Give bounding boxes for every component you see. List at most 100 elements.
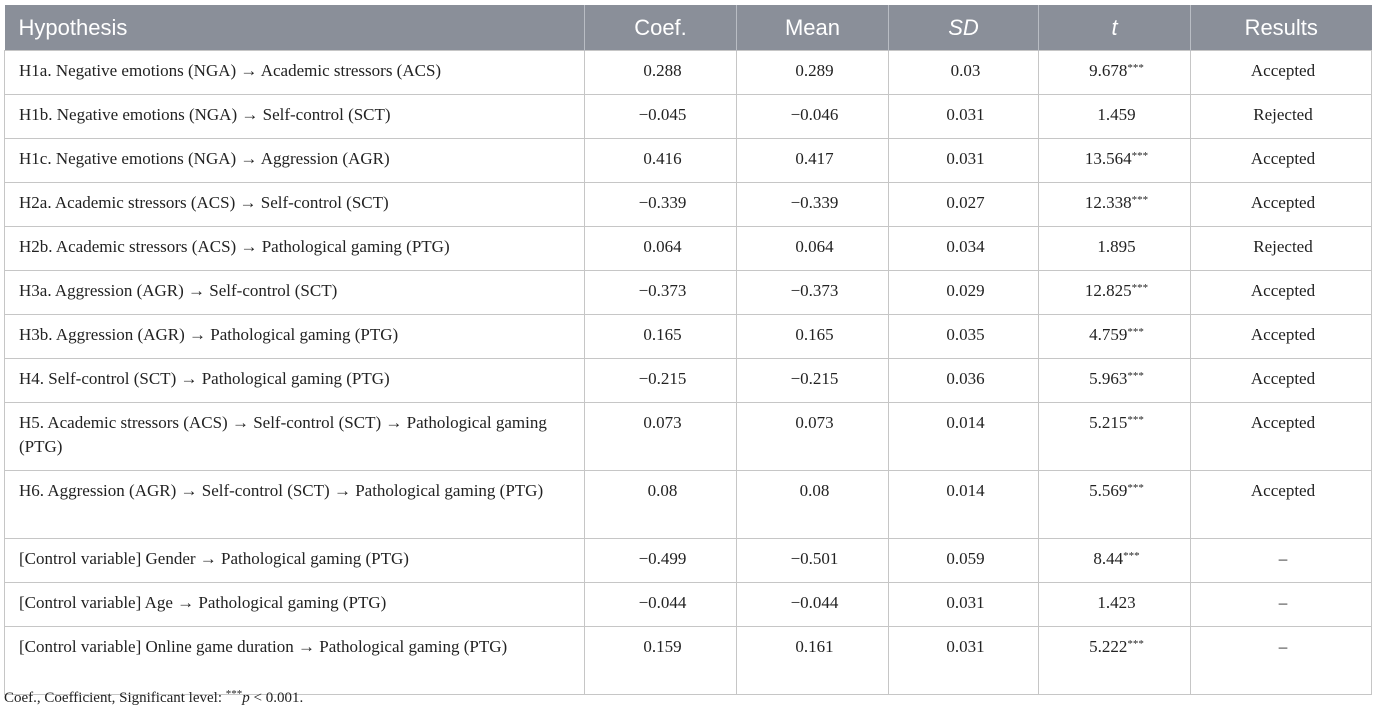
cell-mean: 0.073 (736, 402, 889, 471)
cell-hypothesis: H2a. Academic stressors (ACS) → Self-con… (4, 182, 585, 227)
cell-hypothesis: H1a. Negative emotions (NGA) → Academic … (4, 50, 585, 95)
significance-marker: *** (1131, 194, 1149, 206)
header-coef: Coef. (584, 5, 737, 51)
cell-sd: 0.031 (888, 94, 1039, 139)
cell-sd: 0.031 (888, 138, 1039, 183)
cell-sd: 0.014 (888, 402, 1039, 471)
cell-coef: −0.215 (584, 358, 737, 403)
cell-hypothesis: H1b. Negative emotions (NGA) → Self-cont… (4, 94, 585, 139)
cell-mean: 0.289 (736, 50, 889, 95)
cell-coef: 0.288 (584, 50, 737, 95)
cell-hypothesis: H6. Aggression (AGR) → Self-control (SCT… (4, 470, 585, 539)
cell-mean: 0.08 (736, 470, 889, 539)
cell-hypothesis: [Control variable] Age → Pathological ga… (4, 582, 585, 627)
footnote-prefix: Coef., Coefficient, Significant level: (4, 690, 226, 706)
cell-mean: −0.215 (736, 358, 889, 403)
significance-marker: *** (1131, 150, 1149, 162)
cell-mean: −0.339 (736, 182, 889, 227)
cell-hypothesis: [Control variable] Gender → Pathological… (4, 538, 585, 583)
footnote-stars: *** (225, 688, 243, 700)
cell-hypothesis: H3b. Aggression (AGR) → Pathological gam… (4, 314, 585, 359)
significance-marker: *** (1127, 638, 1144, 650)
cell-mean: −0.501 (736, 538, 889, 583)
cell-coef: 0.416 (584, 138, 737, 183)
cell-mean: 0.417 (736, 138, 889, 183)
cell-result: Accepted (1190, 50, 1372, 95)
cell-t: 5.215*** (1038, 402, 1191, 471)
cell-result: Rejected (1190, 226, 1372, 271)
cell-coef: −0.373 (584, 270, 737, 315)
cell-coef: −0.499 (584, 538, 737, 583)
cell-t: 13.564*** (1038, 138, 1191, 183)
header-t: t (1038, 5, 1191, 51)
cell-hypothesis: H2b. Academic stressors (ACS) → Patholog… (4, 226, 585, 271)
cell-t: 9.678*** (1038, 50, 1191, 95)
cell-hypothesis: [Control variable] Online game duration … (4, 626, 585, 695)
t-value: 1.423 (1097, 593, 1136, 612)
cell-hypothesis: H3a. Aggression (AGR) → Self-control (SC… (4, 270, 585, 315)
cell-coef: −0.044 (584, 582, 737, 627)
t-value: 1.895 (1097, 237, 1136, 256)
significance-marker: *** (1123, 550, 1140, 562)
cell-result: Rejected (1190, 94, 1372, 139)
cell-coef: −0.339 (584, 182, 737, 227)
cell-result: – (1190, 582, 1372, 627)
header-hypothesis: Hypothesis (4, 5, 585, 51)
significance-marker: *** (1127, 370, 1144, 382)
table-row: H1b. Negative emotions (NGA) → Self-cont… (4, 94, 1372, 139)
t-value: 8.44 (1093, 549, 1124, 568)
table-row: H2a. Academic stressors (ACS) → Self-con… (4, 182, 1372, 227)
table-row: H5. Academic stressors (ACS) → Self-cont… (4, 402, 1372, 471)
cell-coef: −0.045 (584, 94, 737, 139)
cell-coef: 0.165 (584, 314, 737, 359)
cell-sd: 0.031 (888, 582, 1039, 627)
table-row: [Control variable] Gender → Pathological… (4, 538, 1372, 583)
table-row: H4. Self-control (SCT) → Pathological ga… (4, 358, 1372, 403)
cell-t: 1.895 (1038, 226, 1191, 271)
table-row: H1c. Negative emotions (NGA) → Aggressio… (4, 138, 1372, 183)
significance-marker: *** (1127, 326, 1144, 338)
footnote-p: p (242, 690, 250, 706)
table-row: H3b. Aggression (AGR) → Pathological gam… (4, 314, 1372, 359)
table-row: H1a. Negative emotions (NGA) → Academic … (4, 50, 1372, 95)
table-row: [Control variable] Age → Pathological ga… (4, 582, 1372, 627)
cell-sd: 0.029 (888, 270, 1039, 315)
t-value: 5.215 (1089, 413, 1128, 432)
cell-sd: 0.014 (888, 470, 1039, 539)
header-sd: SD (888, 5, 1039, 51)
table-row: H2b. Academic stressors (ACS) → Patholog… (4, 226, 1372, 271)
header-row: Hypothesis Coef. Mean SD t Results (4, 5, 1372, 51)
cell-t: 5.569*** (1038, 470, 1191, 539)
t-value: 5.222 (1089, 637, 1128, 656)
table-body: H1a. Negative emotions (NGA) → Academic … (4, 50, 1372, 695)
t-value: 12.338 (1084, 193, 1132, 212)
t-value: 5.569 (1089, 481, 1128, 500)
cell-mean: 0.165 (736, 314, 889, 359)
cell-mean: 0.064 (736, 226, 889, 271)
cell-hypothesis: H4. Self-control (SCT) → Pathological ga… (4, 358, 585, 403)
t-value: 4.759 (1089, 325, 1128, 344)
cell-t: 1.423 (1038, 582, 1191, 627)
cell-sd: 0.03 (888, 50, 1039, 95)
cell-mean: 0.161 (736, 626, 889, 695)
table-row: H6. Aggression (AGR) → Self-control (SCT… (4, 470, 1372, 539)
cell-result: – (1190, 626, 1372, 695)
header-mean: Mean (736, 5, 889, 51)
t-value: 12.825 (1084, 281, 1132, 300)
cell-mean: −0.044 (736, 582, 889, 627)
cell-result: Accepted (1190, 182, 1372, 227)
cell-sd: 0.035 (888, 314, 1039, 359)
cell-t: 5.222*** (1038, 626, 1191, 695)
results-table: Hypothesis Coef. Mean SD t Results H1a. … (4, 5, 1372, 695)
header-results: Results (1190, 5, 1372, 51)
significance-marker: *** (1127, 482, 1144, 494)
t-value: 5.963 (1089, 369, 1128, 388)
cell-coef: 0.08 (584, 470, 737, 539)
table-row: H3a. Aggression (AGR) → Self-control (SC… (4, 270, 1372, 315)
cell-result: Accepted (1190, 270, 1372, 315)
cell-t: 8.44*** (1038, 538, 1191, 583)
cell-t: 5.963*** (1038, 358, 1191, 403)
cell-coef: 0.064 (584, 226, 737, 271)
cell-hypothesis: H5. Academic stressors (ACS) → Self-cont… (4, 402, 585, 471)
